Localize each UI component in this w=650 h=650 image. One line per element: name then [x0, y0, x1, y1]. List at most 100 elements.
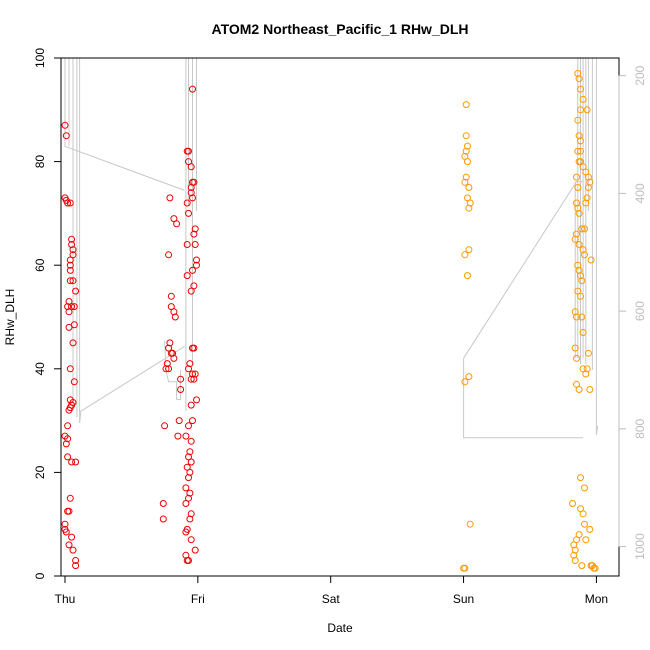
data-point-series-1 [64, 453, 72, 461]
data-point-series-2 [577, 106, 584, 114]
data-point-series-1 [175, 417, 183, 425]
data-point-series-1 [189, 194, 196, 202]
data-point-series-1 [70, 378, 78, 386]
data-point-series-1 [187, 510, 195, 518]
data-point-series-2 [460, 564, 468, 572]
data-point-series-1 [183, 199, 191, 207]
data-point-series-2 [583, 106, 591, 114]
y2-tick-label: 800 [633, 419, 647, 439]
data-point-series-1 [66, 256, 74, 264]
data-point-series-2 [462, 101, 470, 109]
y-tick-label: 20 [33, 465, 47, 479]
y2-tick-label: 1000 [633, 533, 647, 560]
data-point-series-2 [571, 546, 579, 554]
data-point-series-1 [163, 360, 171, 368]
pressure-segment [595, 425, 599, 435]
data-point-series-1 [70, 303, 78, 311]
data-point-series-1 [66, 266, 74, 274]
data-point-series-1 [189, 344, 196, 352]
pressure-trace [64, 58, 599, 439]
data-point-series-1 [165, 365, 173, 373]
data-point-series-2 [577, 474, 584, 482]
data-point-series-2 [574, 261, 582, 269]
pressure-segment [79, 345, 185, 424]
x-tick-label: Sun [453, 592, 474, 606]
data-point-series-1 [182, 528, 190, 536]
data-point-series-2 [462, 132, 470, 140]
data-point-series-1 [189, 266, 196, 274]
data-point-series-2 [574, 116, 582, 124]
data-point-series-1 [182, 484, 190, 492]
data-point-series-2 [573, 230, 580, 238]
data-point-series-1 [185, 365, 192, 373]
data-point-series-1 [187, 437, 195, 445]
data-point-series-1 [166, 339, 174, 347]
data-point-series-1 [186, 468, 194, 476]
data-point-series-1 [64, 507, 72, 515]
data-point-series-2 [578, 313, 586, 321]
data-point-series-2 [464, 158, 471, 166]
data-point-series-2 [584, 184, 592, 191]
data-point-series-2 [586, 386, 594, 393]
data-point-series-2 [575, 266, 583, 274]
data-point-series-1 [187, 287, 195, 295]
data-point-series-2 [573, 380, 580, 388]
data-point-series-2 [584, 173, 592, 181]
data-point-series-2 [571, 557, 579, 564]
data-point-series-2 [582, 199, 590, 207]
data-point-series-2 [577, 147, 584, 155]
data-point-series-2 [578, 225, 586, 233]
data-point-series-2 [573, 173, 580, 181]
data-point-series-1 [68, 235, 76, 243]
data-point-series-1 [183, 272, 191, 280]
data-point-series-1 [165, 251, 173, 259]
y-tick-label: 100 [33, 48, 47, 68]
data-point-series-1 [64, 435, 72, 443]
pressure-segment [64, 58, 185, 191]
data-point-series-2 [573, 199, 580, 207]
data-point-series-2 [575, 75, 583, 83]
data-point-series-1 [66, 277, 74, 285]
data-point-series-2 [577, 137, 584, 145]
data-point-series-1 [189, 85, 196, 93]
data-point-series-2 [579, 246, 587, 254]
data-point-series-1 [185, 209, 192, 217]
pressure-segment [463, 358, 584, 439]
data-point-series-1 [191, 370, 199, 378]
data-point-series-2 [462, 147, 470, 155]
data-point-series-1 [66, 261, 74, 269]
data-point-series-1 [65, 308, 73, 316]
data-point-series-1 [187, 163, 195, 171]
data-point-series-1 [186, 489, 194, 497]
data-point-series-1 [72, 458, 80, 466]
data-point-series-1 [186, 360, 194, 368]
y2-tick-label: 200 [633, 65, 647, 85]
data-point-series-2 [582, 536, 590, 544]
data-point-series-2 [578, 277, 586, 285]
data-point-series-1 [65, 323, 73, 331]
data-point-series-1 [193, 256, 200, 264]
data-point-series-2 [570, 551, 578, 559]
pressure-segment [463, 181, 584, 359]
data-point-series-1 [69, 246, 77, 254]
data-point-series-1 [171, 313, 179, 321]
data-point-series-1 [72, 287, 80, 295]
data-point-series-2 [575, 241, 583, 248]
x-axis: Thu Fri Sat Sun Mon [55, 575, 608, 606]
data-point-series-2 [575, 132, 583, 140]
data-point-series-2 [574, 184, 582, 191]
data-point-series-1 [69, 277, 77, 285]
data-point-series-2 [574, 204, 582, 212]
y-axis-label: RHw_DLH [3, 289, 17, 346]
data-point-series-2 [465, 373, 473, 381]
data-point-series-1 [182, 432, 190, 440]
data-point-series-2 [577, 85, 584, 93]
data-point-series-2 [571, 235, 579, 243]
y-tick-label: 40 [33, 362, 47, 376]
data-point-series-1 [187, 401, 195, 409]
data-point-series-1 [161, 422, 169, 430]
data-point-series-2 [581, 251, 588, 259]
data-point-series-1 [66, 365, 74, 373]
data-point-series-2 [582, 370, 590, 378]
